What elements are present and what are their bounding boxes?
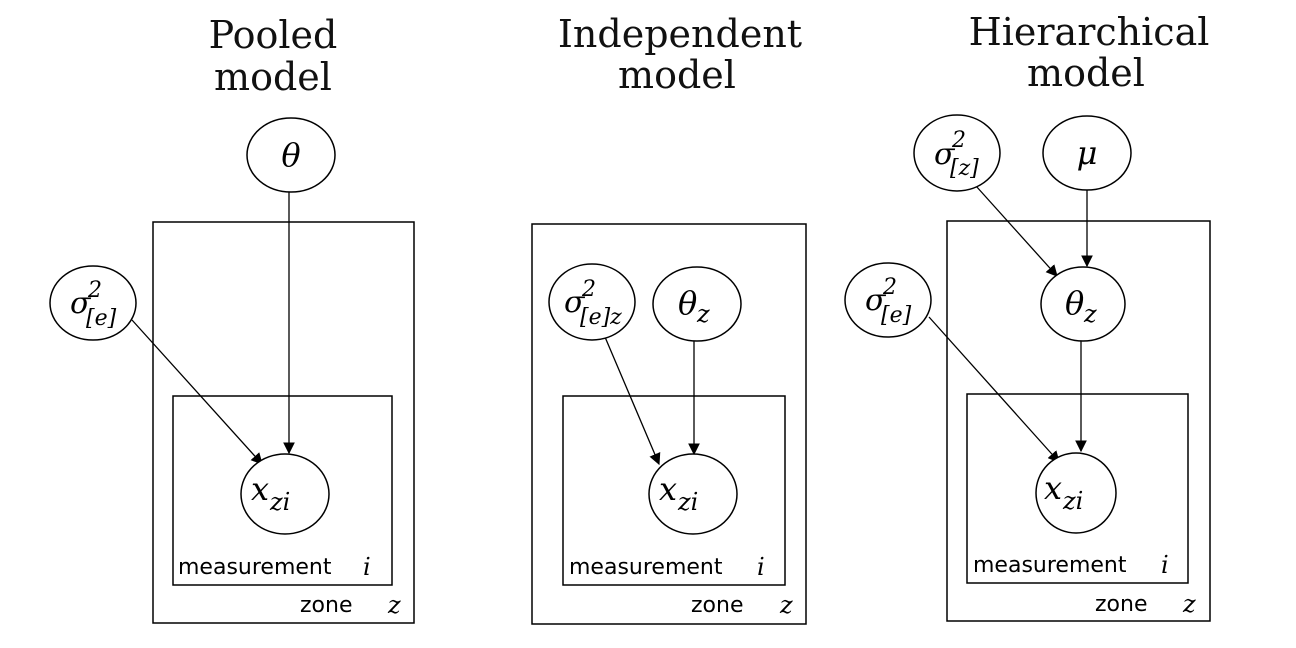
hierarchical-node-mu: μ [1042, 115, 1132, 191]
hierarchical-node-sigma-z: σ 2 [z] [913, 114, 1001, 192]
pooled-x-sub: zi [269, 488, 290, 516]
pooled-zone-label: zone [300, 593, 353, 618]
pooled-x-symbol: x [251, 470, 269, 508]
hierarchical-edge-sigmae-x [928, 316, 1060, 463]
hierarchical-zone-var: z [1182, 590, 1196, 618]
hierarchical-sigmaz-sub: [z] [950, 156, 979, 181]
independent-measurement-label: measurement [569, 555, 723, 580]
hierarchical-model-panel: Hierarchical model σ 2 [z] μ θ z [844, 10, 1211, 622]
independent-x-sub: zi [677, 488, 698, 516]
hierarchical-title-line-2: model [1027, 51, 1145, 95]
independent-sigma-symbol: σ [564, 285, 586, 320]
pooled-title-line-1: Pooled [209, 13, 338, 57]
independent-title-line-1: Independent [558, 12, 802, 56]
hierarchical-node-sigma-e: σ 2 [e] [844, 262, 932, 338]
pooled-zone-var: z [387, 591, 401, 619]
pooled-edge-sigma-x [131, 319, 263, 465]
independent-zone-label: zone [691, 593, 744, 618]
pooled-measurement-plate [172, 395, 393, 586]
hierarchical-x-symbol: x [1044, 469, 1062, 507]
independent-node-sigma-ez: σ 2 [e]z [548, 263, 636, 341]
hierarchical-sigmae-symbol: σ [865, 283, 887, 318]
pooled-node-theta: θ [246, 117, 336, 193]
pooled-node-sigma-e: σ 2 [e] [49, 265, 137, 341]
independent-theta-symbol: θ [678, 284, 697, 322]
hierarchical-sigmae-sup: 2 [882, 275, 897, 300]
independent-title-line-2: model [618, 53, 736, 97]
independent-node-x: x zi [648, 453, 738, 535]
independent-measurement-plate [562, 395, 786, 586]
hierarchical-theta-symbol: θ [1065, 284, 1084, 322]
pooled-zone-plate [152, 221, 415, 624]
hierarchical-zone-plate [946, 220, 1211, 622]
hierarchical-measurement-label: measurement [973, 553, 1127, 578]
independent-zone-plate [531, 223, 807, 625]
pooled-model-panel: Pooled model θ σ 2 [e] x zi measurement … [49, 13, 415, 624]
independent-edge-sigma-x [604, 336, 661, 466]
hierarchical-zone-label: zone [1095, 592, 1148, 617]
pooled-measurement-var: i [363, 553, 371, 581]
hierarchical-sigmae-sub: [e] [881, 303, 912, 328]
independent-sigma-sub: [e]z [580, 305, 622, 330]
hierarchical-x-sub: zi [1062, 487, 1083, 515]
pooled-sigma-sub: [e] [86, 306, 117, 331]
pooled-measurement-label: measurement [178, 555, 332, 580]
hierarchical-edge-sigmaz-theta [975, 185, 1058, 277]
hierarchical-mu-symbol: μ [1077, 134, 1098, 172]
independent-node-theta-z: θ z [652, 266, 742, 342]
pooled-sigma-symbol: σ [70, 286, 92, 321]
hierarchical-theta-sub: z [1083, 300, 1097, 328]
independent-x-symbol: x [659, 470, 677, 508]
pooled-sigma-sup: 2 [87, 278, 102, 303]
hierarchical-measurement-var: i [1161, 551, 1169, 579]
pooled-theta-symbol: θ [281, 136, 300, 174]
hierarchical-node-theta-z: θ z [1040, 266, 1126, 342]
hierarchical-node-x: x zi [1035, 452, 1117, 534]
pooled-title-line-2: model [214, 55, 332, 99]
independent-measurement-var: i [757, 553, 765, 581]
hierarchical-measurement-plate [966, 393, 1189, 584]
pooled-node-x: x zi [240, 453, 330, 535]
independent-model-panel: Independent model σ 2 [e]z θ z x zi meas… [531, 12, 807, 625]
independent-theta-sub: z [696, 300, 710, 328]
hierarchical-sigmaz-symbol: σ [934, 137, 956, 172]
hierarchical-title-line-1: Hierarchical [969, 10, 1210, 54]
independent-sigma-sup: 2 [581, 277, 596, 302]
independent-zone-var: z [779, 591, 793, 619]
hierarchical-sigmaz-sup: 2 [951, 128, 966, 153]
